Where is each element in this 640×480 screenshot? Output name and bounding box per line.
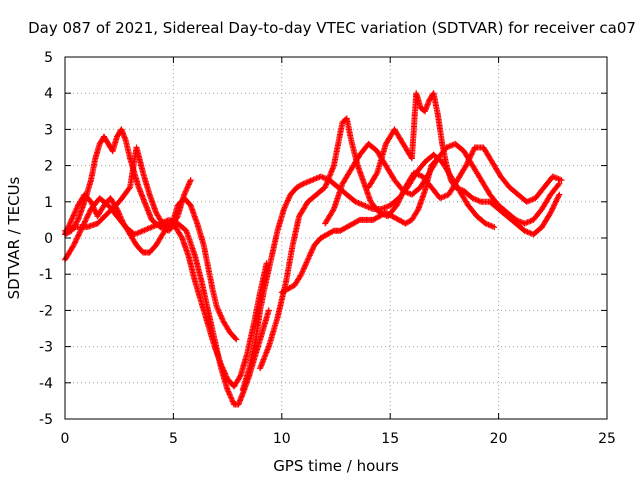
x-tick-label: 10 bbox=[273, 431, 291, 447]
y-tick-label: -3 bbox=[39, 340, 53, 356]
grid-lines bbox=[65, 57, 607, 419]
y-tick-label: 5 bbox=[44, 50, 53, 66]
data-point bbox=[299, 181, 306, 188]
data-point bbox=[233, 336, 240, 343]
y-tick-label: -2 bbox=[39, 303, 53, 319]
x-tick-label: 25 bbox=[598, 431, 616, 447]
data-point bbox=[187, 177, 194, 184]
x-tick-label: 15 bbox=[381, 431, 399, 447]
x-axis-label: GPS time / hours bbox=[273, 457, 399, 475]
x-tick-labels: 0 5 10 15 20 25 bbox=[61, 431, 616, 447]
data-point bbox=[556, 180, 563, 187]
chart-title: Day 087 of 2021, Sidereal Day-to-day VTE… bbox=[28, 19, 636, 37]
data-point bbox=[265, 307, 272, 314]
y-axis-label: SDTVAR / TECUs bbox=[5, 176, 23, 299]
data-point bbox=[395, 198, 402, 205]
y-tick-label: -1 bbox=[39, 267, 53, 283]
data-point bbox=[236, 373, 243, 380]
y-tick-label: -4 bbox=[39, 376, 53, 392]
y-tick-label: 2 bbox=[44, 159, 53, 175]
data-marks bbox=[62, 90, 565, 408]
data-point bbox=[232, 335, 239, 342]
y-tick-label: 4 bbox=[44, 86, 53, 102]
series-track-9 bbox=[322, 140, 563, 227]
y-tick-labels: 5 4 3 2 1 0 -1 -2 -3 -4 -5 bbox=[39, 50, 53, 428]
data-point bbox=[558, 177, 565, 184]
y-tick-label: 1 bbox=[44, 195, 53, 211]
plot-frame bbox=[64, 56, 608, 420]
x-tick-label: 5 bbox=[169, 431, 178, 447]
y-tick-label: 0 bbox=[44, 231, 53, 247]
y-tick-label: 3 bbox=[44, 122, 53, 138]
y-tick-label: -5 bbox=[39, 412, 53, 428]
data-point bbox=[555, 181, 562, 188]
data-point bbox=[126, 185, 133, 192]
series-track-4 bbox=[62, 144, 240, 343]
data-point bbox=[556, 191, 563, 198]
data-point bbox=[71, 240, 78, 247]
x-tick-label: 0 bbox=[61, 431, 70, 447]
x-tick-label: 20 bbox=[490, 431, 508, 447]
data-point bbox=[491, 224, 498, 231]
